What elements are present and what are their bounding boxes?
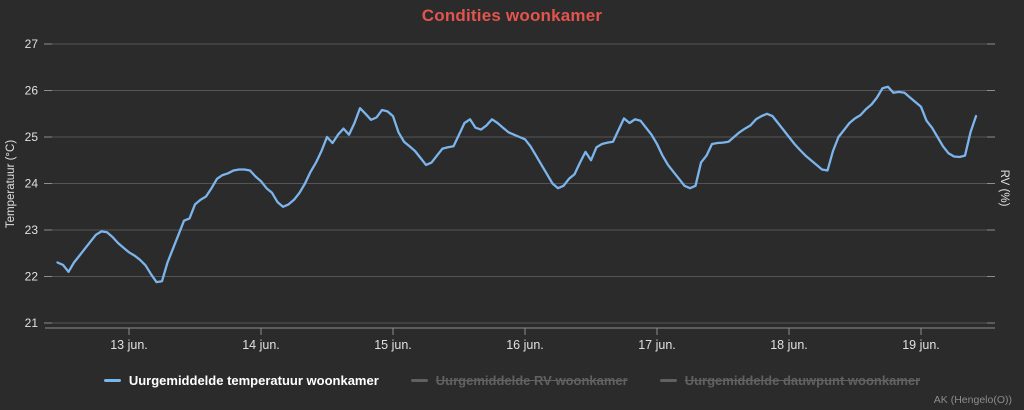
legend-item-label: Uurgemiddelde RV woonkamer (435, 373, 628, 388)
temperature-series-line[interactable] (56, 85, 978, 284)
x-tick-label: 17 jun. (638, 338, 676, 352)
y-tick-label: 21 (25, 316, 39, 330)
legend-item-rv[interactable]: Uurgemiddelde RV woonkamer (410, 373, 628, 388)
watermark-credit: AK (Hengelo(O)) (933, 394, 1012, 406)
x-tick-label: 19 jun. (902, 338, 940, 352)
y-tick-label: 25 (25, 130, 39, 144)
chart-title: Condities woonkamer (421, 6, 603, 25)
plot-area[interactable]: 27 26 25 24 23 22 21 13 jun. 14 jun. 15 jun. 16 ju… (0, 0, 1024, 364)
y-tick-label: 24 (25, 177, 39, 191)
legend-item-temperatuur[interactable]: Uurgemiddelde temperatuur woonkamer (103, 373, 379, 388)
y-tick-label: 23 (25, 223, 39, 237)
y-tick-label: 27 (25, 37, 39, 51)
legend-item-label: Uurgemiddelde temperatuur woonkamer (128, 373, 379, 388)
legend-line-marker (659, 379, 677, 382)
legend: Uurgemiddelde temperatuur woonkamer Uurge… (0, 373, 1024, 388)
legend-line-marker (410, 379, 428, 382)
legend-item-label: Uurgemiddelde dauwpunt woonkamer (684, 373, 921, 388)
y-tick-label: 26 (25, 84, 39, 98)
legend-item-dauwpunt[interactable]: Uurgemiddelde dauwpunt woonkamer (659, 373, 921, 388)
y-axis-title: Temperatuur (°C) (5, 140, 17, 228)
legend-line-marker (103, 379, 121, 382)
x-tick-label: 16 jun. (506, 338, 544, 352)
x-tick-label: 13 jun. (110, 338, 148, 352)
x-tick-label: 18 jun. (770, 338, 808, 352)
y-tick-label: 22 (25, 270, 39, 284)
x-tick-label: 14 jun. (242, 338, 280, 352)
right-axis-title: RV (%) (998, 170, 1010, 207)
x-tick-label: 15 jun. (374, 338, 412, 352)
